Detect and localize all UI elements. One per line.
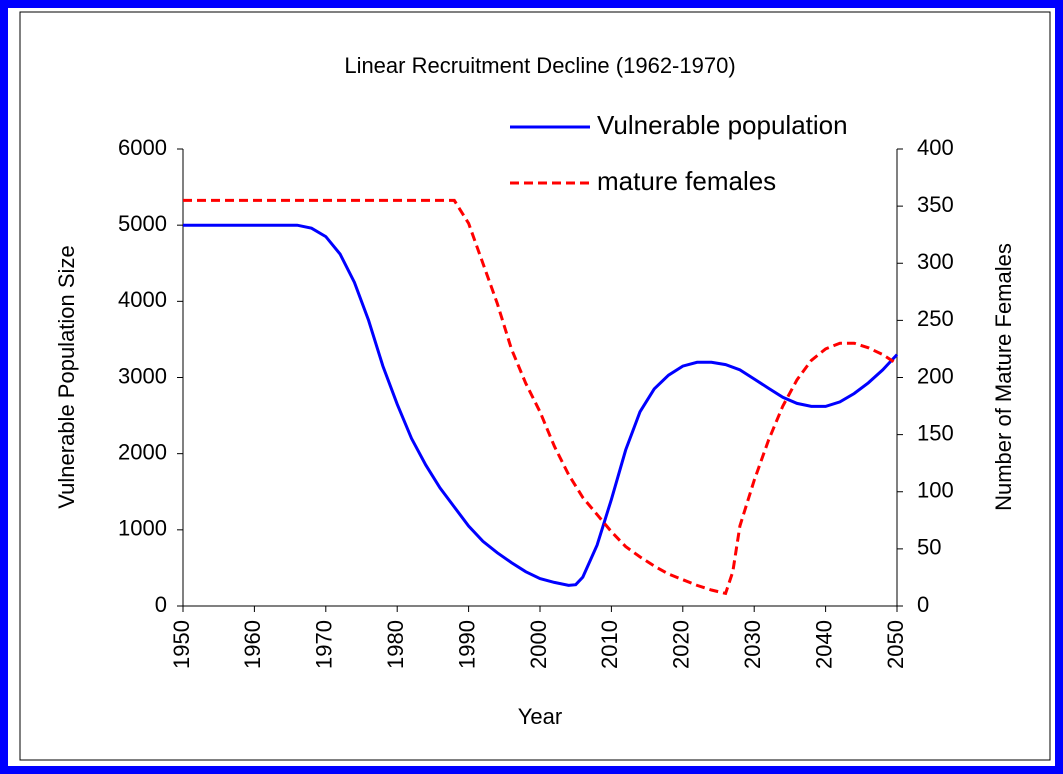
- y-tick-label: 3000: [118, 363, 167, 388]
- legend-label: Vulnerable population: [597, 110, 848, 140]
- y-tick-label: 0: [155, 592, 167, 617]
- x-axis-label: Year: [518, 704, 562, 729]
- y2-tick-label: 350: [917, 192, 954, 217]
- series-line: [183, 198, 898, 596]
- legend-label: mature females: [597, 166, 776, 196]
- chart-title: Linear Recruitment Decline (1962-1970): [344, 53, 735, 78]
- y-tick-label: 2000: [118, 439, 167, 464]
- x-tick-label: 1990: [454, 620, 479, 669]
- x-tick-label: 1980: [383, 620, 408, 669]
- x-tick-label: 2050: [883, 620, 908, 669]
- y2-tick-label: 100: [917, 478, 954, 503]
- x-tick-label: 2020: [669, 620, 694, 669]
- chart-area: [19, 11, 1051, 761]
- y2-tick-label: 250: [917, 306, 954, 331]
- x-tick-label: 2040: [811, 620, 836, 669]
- y2-tick-label: 400: [917, 135, 954, 160]
- y-axis-label: Vulnerable Population Size: [54, 245, 79, 508]
- y-tick-label: 5000: [118, 211, 167, 236]
- y2-tick-label: 150: [917, 420, 954, 445]
- x-tick-label: 1960: [240, 620, 265, 669]
- y2-tick-label: 200: [917, 363, 954, 388]
- y-tick-label: 1000: [118, 516, 167, 541]
- x-tick-label: 1950: [169, 620, 194, 669]
- y2-tick-label: 50: [917, 535, 941, 560]
- x-tick-label: 2030: [740, 620, 765, 669]
- y2-tick-label: 0: [917, 592, 929, 617]
- y2-axis-label: Number of Mature Females: [991, 243, 1016, 511]
- x-tick-label: 2000: [526, 620, 551, 669]
- y-tick-label: 4000: [118, 287, 167, 312]
- x-tick-label: 1970: [312, 620, 337, 669]
- x-tick-label: 2010: [597, 620, 622, 669]
- y-tick-label: 6000: [118, 135, 167, 160]
- y2-tick-label: 300: [917, 249, 954, 274]
- series-line: [183, 223, 899, 587]
